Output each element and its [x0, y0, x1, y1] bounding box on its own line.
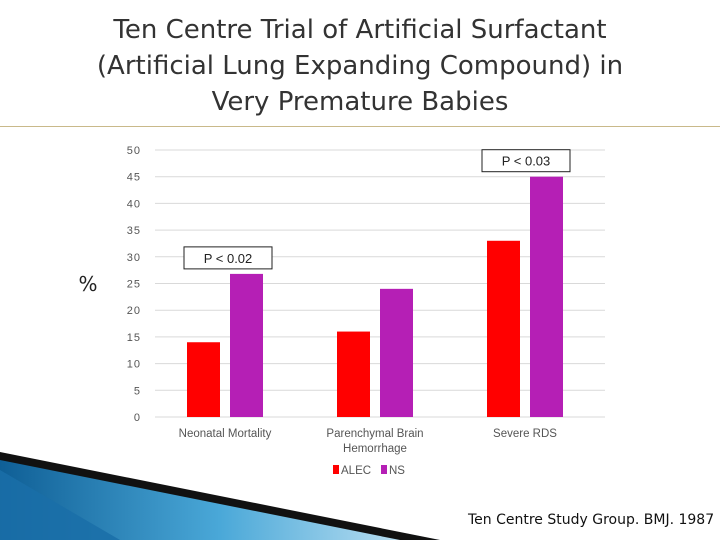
- y-tick-label: 25: [127, 279, 141, 291]
- bar-ns: [530, 176, 563, 417]
- bar-alec: [187, 342, 220, 417]
- title-line-2: (Artificial Lung Expanding Compound) in: [96, 51, 624, 81]
- y-axis-label: %: [78, 272, 97, 296]
- slide-title: Ten Centre Trial of Artificial Surfactan…: [40, 12, 680, 120]
- y-tick-label: 10: [127, 359, 141, 371]
- bar-alec: [487, 240, 520, 417]
- y-tick-label: 35: [127, 225, 141, 237]
- svg-text:P < 0.02: P < 0.02: [204, 251, 253, 266]
- category-label: Neonatal Mortality: [179, 428, 272, 440]
- legend-swatch: [381, 465, 387, 474]
- y-tick-label: 15: [127, 332, 141, 344]
- legend-entry: ALEC: [341, 465, 371, 477]
- legend-entry: NS: [389, 465, 405, 477]
- y-tick-label: 20: [127, 305, 141, 317]
- legend-swatch: [333, 465, 339, 474]
- category-label: Severe RDS: [493, 428, 557, 440]
- corner-decoration: [0, 452, 440, 540]
- title-divider: [0, 126, 720, 127]
- y-tick-label: 45: [127, 172, 141, 184]
- source-citation: Ten Centre Study Group. BMJ. 1987: [468, 512, 715, 528]
- y-tick-label: 40: [127, 198, 141, 210]
- y-tick-label: 50: [127, 145, 141, 157]
- category-label: Parenchymal Brain Hemorrhage: [326, 428, 423, 455]
- title-line-1: Ten Centre Trial of Artificial Surfactan…: [113, 15, 607, 45]
- y-tick-label: 5: [134, 385, 141, 397]
- bar-ns: [380, 288, 413, 417]
- y-tick-label: 0: [134, 412, 141, 424]
- p-value-annotation: P < 0.02: [183, 246, 273, 270]
- p-value-annotation: P < 0.03: [481, 149, 571, 173]
- bar-ns: [230, 273, 263, 417]
- y-tick-label: 30: [127, 252, 141, 264]
- bar-alec: [337, 331, 370, 417]
- title-line-3: Very Premature Babies: [211, 87, 509, 117]
- svg-text:P < 0.03: P < 0.03: [502, 154, 551, 169]
